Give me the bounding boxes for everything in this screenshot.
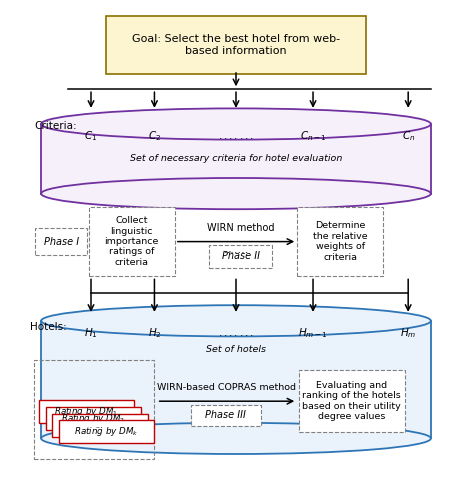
Text: Rating by $DM_k$: Rating by $DM_k$ <box>75 426 139 438</box>
Text: Evaluating and
ranking of the hotels
based on their utility
degree values: Evaluating and ranking of the hotels bas… <box>303 381 401 422</box>
Polygon shape <box>41 124 431 194</box>
FancyBboxPatch shape <box>209 245 272 268</box>
FancyBboxPatch shape <box>191 404 261 426</box>
FancyBboxPatch shape <box>46 407 141 430</box>
Text: Set of hotels: Set of hotels <box>206 345 266 354</box>
FancyBboxPatch shape <box>52 414 148 436</box>
Ellipse shape <box>41 178 431 209</box>
Text: $H_2$: $H_2$ <box>148 326 161 340</box>
FancyBboxPatch shape <box>89 207 175 276</box>
Text: $H_1$: $H_1$ <box>84 326 98 340</box>
Ellipse shape <box>41 108 431 140</box>
Text: Phase II: Phase II <box>221 252 260 262</box>
Text: Collect
linguistic
importance
ratings of
criteria: Collect linguistic importance ratings of… <box>105 216 159 267</box>
Text: Phase III: Phase III <box>205 410 246 420</box>
Text: Determine
the relative
weights of
criteria: Determine the relative weights of criter… <box>313 222 368 262</box>
Text: .......: ....... <box>223 245 249 255</box>
Text: $.......$: $.......$ <box>218 328 254 338</box>
Ellipse shape <box>41 305 431 336</box>
Text: Phase I: Phase I <box>44 236 79 246</box>
Text: $H_{m-1}$: $H_{m-1}$ <box>298 326 328 340</box>
Text: Rating by $DM_1$: Rating by $DM_1$ <box>54 406 118 418</box>
Text: WIRN-based COPRAS method: WIRN-based COPRAS method <box>158 384 296 392</box>
Text: $C_1$: $C_1$ <box>84 129 98 143</box>
Text: WIRN method: WIRN method <box>207 223 274 233</box>
FancyBboxPatch shape <box>35 228 87 255</box>
Text: $H_m$: $H_m$ <box>400 326 416 340</box>
Text: $.......$: $.......$ <box>218 131 254 141</box>
FancyBboxPatch shape <box>297 207 383 276</box>
Text: Goal: Select the best hotel from web-
based information: Goal: Select the best hotel from web- ba… <box>132 34 340 56</box>
Text: $C_2$: $C_2$ <box>148 129 161 143</box>
FancyBboxPatch shape <box>298 370 405 432</box>
Text: $C_{n-1}$: $C_{n-1}$ <box>300 129 327 143</box>
Text: Set of necessary criteria for hotel evaluation: Set of necessary criteria for hotel eval… <box>130 154 342 163</box>
FancyBboxPatch shape <box>39 400 134 423</box>
FancyBboxPatch shape <box>59 420 154 444</box>
FancyBboxPatch shape <box>106 16 366 74</box>
Ellipse shape <box>41 423 431 454</box>
Text: Hotels:: Hotels: <box>30 322 67 332</box>
Text: ...: ... <box>96 420 104 430</box>
Polygon shape <box>41 321 431 438</box>
Text: Criteria:: Criteria: <box>34 122 77 132</box>
Text: $C_n$: $C_n$ <box>402 129 415 143</box>
Text: Rating by $DM_2$: Rating by $DM_2$ <box>61 412 126 425</box>
